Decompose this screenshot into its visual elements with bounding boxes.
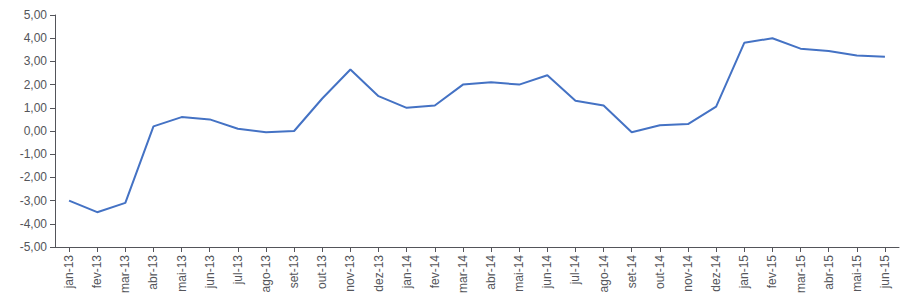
svg-text:mai-15: mai-15 <box>850 255 864 292</box>
svg-text:mai-13: mai-13 <box>175 255 189 292</box>
svg-text:mar-13: mar-13 <box>118 255 132 293</box>
svg-text:fev-15: fev-15 <box>765 255 779 289</box>
svg-text:jan-13: jan-13 <box>62 255 76 290</box>
svg-text:5,00: 5,00 <box>24 8 48 22</box>
svg-text:dez-13: dez-13 <box>372 255 386 292</box>
svg-text:2,00: 2,00 <box>24 78 48 92</box>
svg-text:mar-14: mar-14 <box>456 255 470 293</box>
svg-text:-3,00: -3,00 <box>20 194 48 208</box>
svg-text:4,00: 4,00 <box>24 31 48 45</box>
svg-text:-2,00: -2,00 <box>20 170 48 184</box>
svg-text:jul-14: jul-14 <box>568 255 582 286</box>
svg-text:abr-14: abr-14 <box>484 255 498 290</box>
svg-text:3,00: 3,00 <box>24 54 48 68</box>
svg-text:jun-14: jun-14 <box>540 255 554 290</box>
svg-text:dez-14: dez-14 <box>709 255 723 292</box>
svg-text:out-13: out-13 <box>315 255 329 289</box>
svg-text:abr-15: abr-15 <box>822 255 836 290</box>
svg-text:-5,00: -5,00 <box>20 240 48 254</box>
svg-text:jun-13: jun-13 <box>203 255 217 290</box>
svg-text:-1,00: -1,00 <box>20 147 48 161</box>
svg-text:jan-15: jan-15 <box>737 255 751 290</box>
svg-text:1,00: 1,00 <box>24 101 48 115</box>
svg-text:set-13: set-13 <box>287 255 301 289</box>
svg-text:jun-15: jun-15 <box>878 255 892 290</box>
svg-text:jul-13: jul-13 <box>231 255 245 286</box>
svg-text:fev-13: fev-13 <box>90 255 104 289</box>
svg-text:nov-13: nov-13 <box>343 255 357 292</box>
svg-text:set-14: set-14 <box>625 255 639 289</box>
svg-text:mar-15: mar-15 <box>794 255 808 293</box>
svg-text:jan-14: jan-14 <box>400 255 414 290</box>
svg-text:ago-13: ago-13 <box>259 255 273 293</box>
svg-text:mai-14: mai-14 <box>512 255 526 292</box>
svg-text:0,00: 0,00 <box>24 124 48 138</box>
svg-text:nov-14: nov-14 <box>681 255 695 292</box>
svg-text:abr-13: abr-13 <box>146 255 160 290</box>
svg-text:fev-14: fev-14 <box>428 255 442 289</box>
svg-text:-4,00: -4,00 <box>20 217 48 231</box>
svg-text:ago-14: ago-14 <box>597 255 611 293</box>
svg-text:out-14: out-14 <box>653 255 667 289</box>
